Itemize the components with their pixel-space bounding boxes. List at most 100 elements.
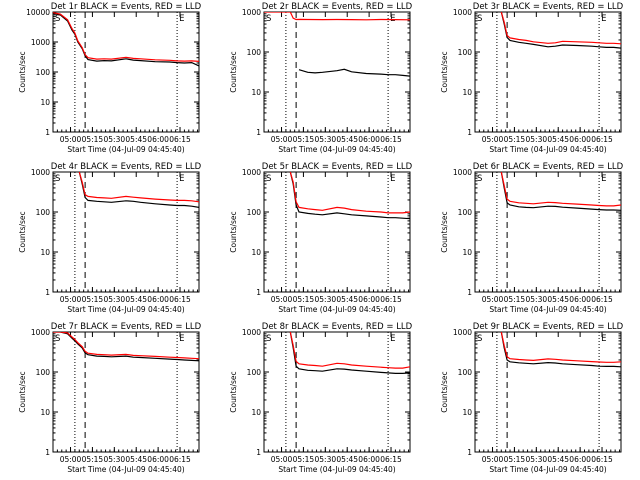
y-tick-label: 1 (467, 448, 472, 457)
x-tick-label: 05:00 (60, 455, 82, 464)
x-tick-label: 05:45 (547, 295, 569, 304)
y-tick-label: 1 (45, 288, 50, 297)
y-tick-label: 100 (458, 208, 473, 217)
y-axis-label: Counts/sec (440, 51, 449, 92)
y-tick-label: 1 (467, 288, 472, 297)
end-marker: E (179, 334, 184, 344)
x-tick-label: 06:15 (169, 295, 191, 304)
x-tick-label: 05:15 (293, 455, 315, 464)
x-tick-label: 06:15 (169, 455, 191, 464)
start-marker: S (477, 14, 482, 24)
events-series-line (500, 12, 621, 49)
x-tick-label: 06:00 (569, 135, 591, 144)
x-tick-label: 06:00 (147, 455, 169, 464)
y-tick-label: 10 (251, 248, 261, 257)
x-tick-label: 05:45 (125, 135, 147, 144)
x-tick-label: 06:15 (169, 135, 191, 144)
plot-title: Det 8r BLACK = Events, RED = LLD (262, 322, 413, 332)
x-tick-label: 05:15 (504, 295, 526, 304)
plot-title: Det 1r BLACK = Events, RED = LLD (51, 2, 202, 12)
x-tick-label: 06:15 (591, 455, 613, 464)
events-series-line (289, 332, 410, 374)
x-tick-label: 05:15 (82, 135, 104, 144)
start-marker: S (266, 334, 271, 344)
y-tick-label: 10 (251, 408, 261, 417)
end-marker: E (179, 14, 184, 24)
y-tick-label: 10 (462, 248, 472, 257)
plot-title: Det 9r BLACK = Events, RED = LLD (473, 322, 624, 332)
lld-series-line (500, 332, 621, 363)
x-tick-label: 05:45 (125, 295, 147, 304)
x-tick-label: 06:00 (569, 295, 591, 304)
y-tick-label: 1000 (242, 168, 261, 177)
y-tick-label: 100 (247, 368, 262, 377)
x-tick-label: 05:30 (526, 455, 548, 464)
x-tick-label: 06:00 (569, 455, 591, 464)
start-marker: S (55, 334, 60, 344)
x-tick-label: 05:15 (293, 135, 315, 144)
x-tick-label: 05:15 (82, 295, 104, 304)
y-tick-label: 10 (40, 408, 50, 417)
plot-frame (474, 11, 622, 133)
x-tick-label: 05:15 (504, 455, 526, 464)
y-tick-label: 1000 (242, 8, 261, 17)
x-tick-label: 05:30 (104, 135, 126, 144)
end-marker: E (390, 174, 395, 184)
detector-plot: Det 9r BLACK = Events, RED = LLD 1 10 100 10… (440, 322, 624, 474)
x-tick-label: 05:45 (125, 455, 147, 464)
events-series-line (53, 12, 199, 67)
x-tick-label: 06:15 (380, 295, 402, 304)
y-tick-label: 1000 (31, 168, 50, 177)
plot-frame (263, 11, 411, 133)
lld-series-line (289, 172, 410, 214)
plot-frame (52, 171, 200, 293)
x-tick-label: 05:00 (60, 135, 82, 144)
events-series-line (298, 68, 410, 77)
detector-plot: Det 6r BLACK = Events, RED = LLD 1 10 100 10… (440, 162, 624, 314)
y-tick-label: 100 (247, 208, 262, 217)
detector-plot: Det 8r BLACK = Events, RED = LLD 1 10 100 10… (229, 322, 413, 474)
y-tick-label: 100 (247, 48, 262, 57)
plot-title: Det 7r BLACK = Events, RED = LLD (51, 322, 202, 332)
events-series-line (289, 172, 410, 220)
detector-plot: Det 1r BLACK = Events, RED = LLD 1 10 100 10… (18, 2, 202, 154)
x-tick-label: 05:30 (104, 455, 126, 464)
lld-series-line (500, 12, 621, 45)
x-axis-label: Start Time (04-Jul-09 04:45:40) (67, 305, 184, 314)
y-axis-label: Counts/sec (229, 371, 238, 412)
x-tick-label: 05:00 (482, 135, 504, 144)
x-axis-label: Start Time (04-Jul-09 04:45:40) (67, 145, 184, 154)
lld-series-line (53, 332, 199, 360)
y-tick-label: 1000 (31, 328, 50, 337)
x-tick-label: 05:30 (315, 135, 337, 144)
y-tick-label: 10 (462, 88, 472, 97)
y-tick-label: 100 (36, 68, 51, 77)
end-marker: E (601, 334, 606, 344)
x-tick-label: 05:15 (293, 295, 315, 304)
y-axis-label: Counts/sec (18, 371, 27, 412)
y-tick-label: 10 (40, 98, 50, 107)
y-axis-label: Counts/sec (440, 211, 449, 252)
plot-title: Det 4r BLACK = Events, RED = LLD (51, 162, 202, 172)
x-tick-label: 05:30 (315, 295, 337, 304)
events-series-line (500, 172, 621, 211)
x-tick-label: 05:00 (482, 455, 504, 464)
y-tick-label: 10 (251, 88, 261, 97)
y-tick-label: 1 (256, 448, 261, 457)
end-marker: E (601, 14, 606, 24)
detector-plot: Det 4r BLACK = Events, RED = LLD 1 10 100 10… (18, 162, 202, 314)
events-series-line (53, 332, 199, 362)
start-marker: S (266, 174, 271, 184)
start-marker: S (266, 14, 271, 24)
x-tick-label: 06:15 (591, 135, 613, 144)
x-axis-label: Start Time (04-Jul-09 04:45:40) (67, 465, 184, 474)
x-axis-label: Start Time (04-Jul-09 04:45:40) (489, 145, 606, 154)
lld-series-line (53, 12, 199, 62)
x-tick-label: 05:30 (104, 295, 126, 304)
y-tick-label: 1 (256, 288, 261, 297)
y-tick-label: 100 (458, 48, 473, 57)
y-axis-label: Counts/sec (229, 211, 238, 252)
x-tick-label: 05:00 (271, 295, 293, 304)
lld-series-line (78, 172, 199, 203)
end-marker: E (601, 174, 606, 184)
